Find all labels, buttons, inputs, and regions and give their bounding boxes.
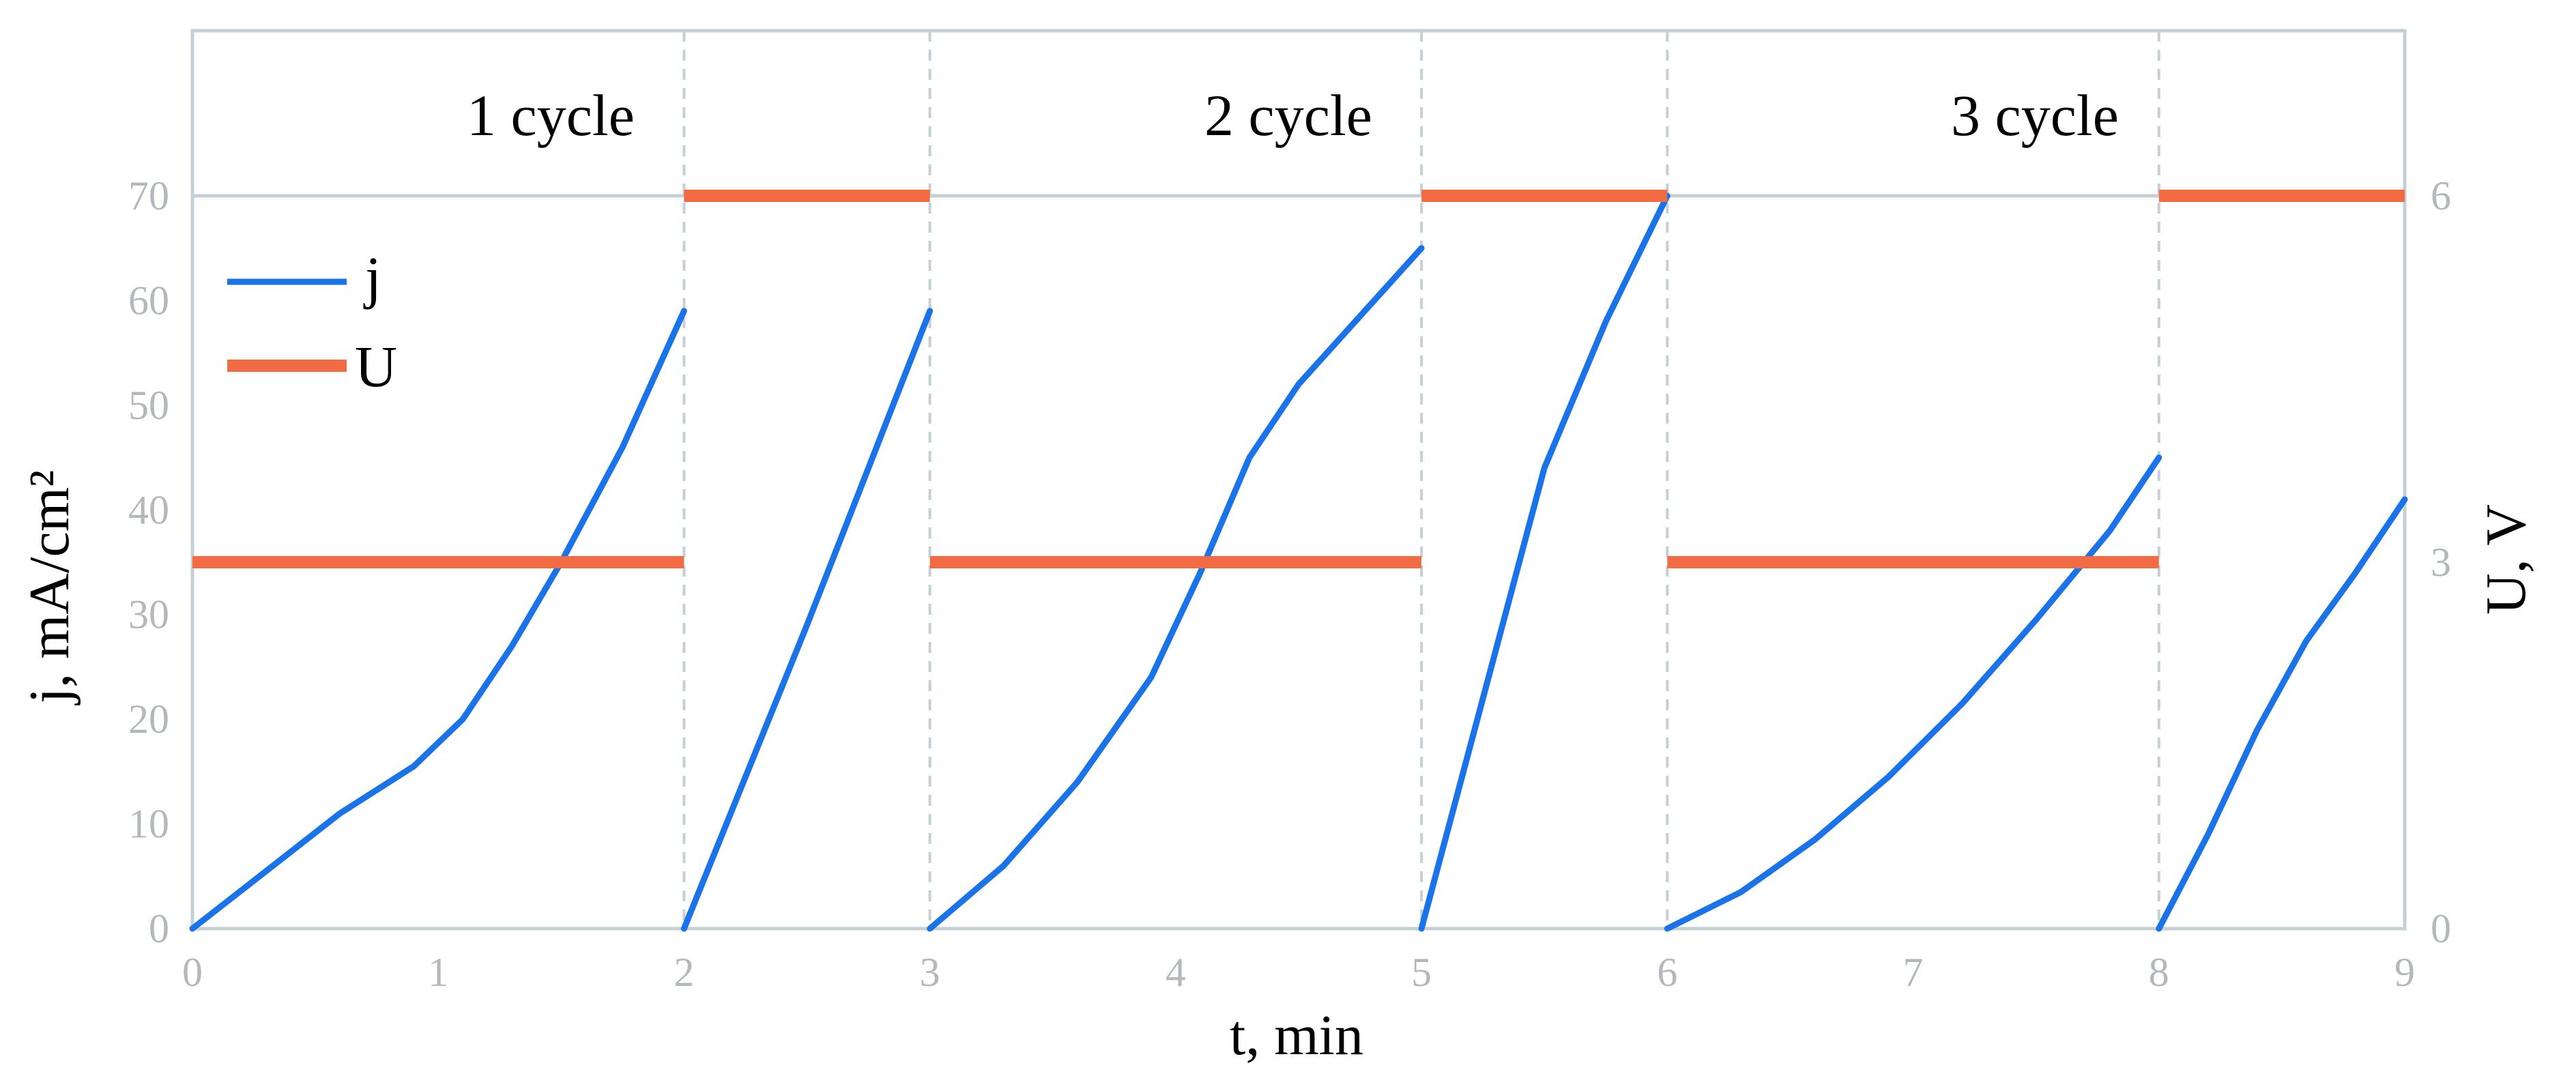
series-j-segment-5 xyxy=(1664,454,2162,932)
outer-frame xyxy=(190,29,2407,931)
y-tick-label: 40 xyxy=(128,487,169,532)
x-tick-label: 7 xyxy=(1903,950,1924,995)
cycle-header: 1 cycle 2 cycle 3 cycle xyxy=(467,83,2119,148)
x-tick-label: 2 xyxy=(674,950,694,995)
cycle-label-3: 3 cycle xyxy=(1951,83,2119,148)
series-j-segment-6 xyxy=(2156,496,2408,932)
y2-axis-title: U, V xyxy=(2474,504,2538,615)
y-tick-label: 70 xyxy=(128,173,169,218)
x-tick-label: 1 xyxy=(428,950,448,995)
x-tick-label: 9 xyxy=(2394,950,2415,995)
y2-tick-label: 0 xyxy=(2431,906,2451,951)
x-axis-title: t, min xyxy=(1230,1004,1363,1067)
x-tick-label: 5 xyxy=(1411,950,1432,995)
x-tick-label: 4 xyxy=(1166,950,1186,995)
y-tick-label: 0 xyxy=(149,906,169,951)
y2-tick-label: 3 xyxy=(2431,540,2451,585)
series-j-segment-4 xyxy=(1418,192,1670,932)
y-tick-label: 60 xyxy=(128,278,169,323)
series-j-segment-1 xyxy=(189,308,687,932)
series-j-segment-3 xyxy=(927,245,1425,932)
legend-j-label: j xyxy=(363,244,381,310)
y-tick-label: 50 xyxy=(128,383,169,428)
y-axis-title: j, mA/cm² xyxy=(18,470,81,705)
x-tick-label: 3 xyxy=(920,950,940,995)
series-layer xyxy=(189,190,2408,932)
y-tick-label: 30 xyxy=(128,592,169,637)
legend: j U xyxy=(227,244,397,399)
series-j-segment-2 xyxy=(680,308,934,932)
x-tick-label: 6 xyxy=(1657,950,1677,995)
cycle-label-2: 2 cycle xyxy=(1204,83,1372,148)
legend-u-label: U xyxy=(355,334,397,399)
cycle-label-1: 1 cycle xyxy=(467,83,635,148)
x-tick-label: 0 xyxy=(182,950,203,995)
y-tick-label: 20 xyxy=(128,697,169,742)
y2-tick-label: 6 xyxy=(2431,173,2451,218)
y-tick-label: 10 xyxy=(128,802,169,847)
x-tick-label: 8 xyxy=(2149,950,2169,995)
plot-frame xyxy=(190,29,2407,931)
grid-lines xyxy=(682,31,2160,929)
